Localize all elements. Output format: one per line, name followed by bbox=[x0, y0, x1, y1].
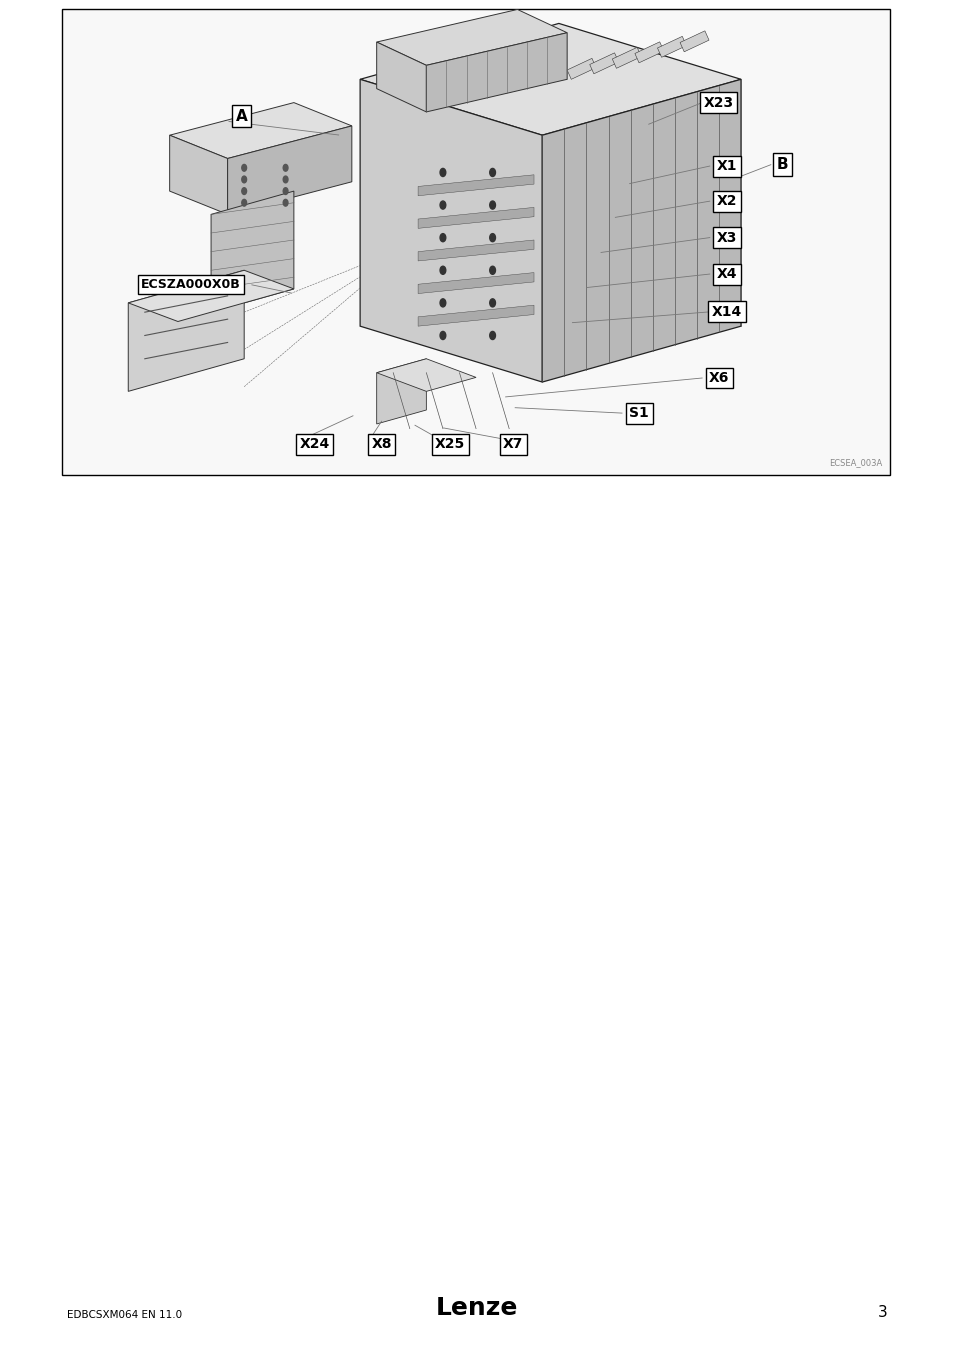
Circle shape bbox=[241, 188, 246, 194]
FancyBboxPatch shape bbox=[62, 9, 889, 475]
Polygon shape bbox=[211, 192, 294, 312]
Polygon shape bbox=[376, 359, 426, 424]
Circle shape bbox=[489, 201, 495, 209]
Polygon shape bbox=[170, 103, 352, 158]
Polygon shape bbox=[376, 359, 476, 392]
Text: X6: X6 bbox=[708, 371, 729, 385]
Polygon shape bbox=[417, 174, 534, 196]
Text: X24: X24 bbox=[299, 437, 330, 451]
Text: X25: X25 bbox=[435, 437, 465, 451]
Text: S1: S1 bbox=[629, 406, 648, 420]
Circle shape bbox=[241, 176, 246, 182]
Circle shape bbox=[241, 200, 246, 207]
Circle shape bbox=[439, 266, 445, 274]
Circle shape bbox=[439, 201, 445, 209]
Polygon shape bbox=[417, 240, 534, 261]
Circle shape bbox=[489, 266, 495, 274]
Circle shape bbox=[283, 200, 288, 207]
Text: Lenze: Lenze bbox=[436, 1296, 517, 1320]
Circle shape bbox=[439, 332, 445, 339]
Polygon shape bbox=[128, 270, 294, 321]
Polygon shape bbox=[589, 53, 618, 74]
Polygon shape bbox=[359, 23, 740, 135]
Polygon shape bbox=[612, 47, 640, 69]
Text: 3: 3 bbox=[877, 1305, 886, 1320]
Polygon shape bbox=[634, 42, 663, 63]
Text: EDBCSXM064 EN 11.0: EDBCSXM064 EN 11.0 bbox=[67, 1311, 182, 1320]
Polygon shape bbox=[170, 135, 228, 215]
Text: X8: X8 bbox=[371, 437, 392, 451]
Text: A: A bbox=[235, 108, 247, 124]
Circle shape bbox=[283, 165, 288, 171]
Polygon shape bbox=[566, 58, 596, 80]
Text: X1: X1 bbox=[716, 159, 737, 173]
Circle shape bbox=[489, 169, 495, 177]
Text: B: B bbox=[776, 157, 787, 173]
Polygon shape bbox=[359, 80, 541, 382]
Text: X4: X4 bbox=[716, 267, 737, 281]
Polygon shape bbox=[417, 208, 534, 228]
Circle shape bbox=[439, 298, 445, 306]
Text: X23: X23 bbox=[702, 96, 733, 109]
Polygon shape bbox=[228, 126, 352, 215]
Circle shape bbox=[439, 169, 445, 177]
Circle shape bbox=[489, 298, 495, 306]
Polygon shape bbox=[128, 270, 244, 391]
Text: X3: X3 bbox=[716, 231, 737, 244]
Polygon shape bbox=[679, 31, 708, 51]
Circle shape bbox=[241, 165, 246, 171]
Text: X7: X7 bbox=[502, 437, 523, 451]
Polygon shape bbox=[376, 42, 426, 112]
Circle shape bbox=[489, 234, 495, 242]
Polygon shape bbox=[376, 9, 566, 65]
Circle shape bbox=[489, 332, 495, 339]
Polygon shape bbox=[426, 32, 566, 112]
Text: ECSEA_003A: ECSEA_003A bbox=[828, 458, 882, 467]
Circle shape bbox=[283, 176, 288, 182]
Polygon shape bbox=[541, 80, 740, 382]
Circle shape bbox=[439, 234, 445, 242]
Polygon shape bbox=[417, 273, 534, 293]
Text: X14: X14 bbox=[711, 305, 741, 319]
Text: ECSZA000X0B: ECSZA000X0B bbox=[141, 278, 240, 292]
Text: X2: X2 bbox=[716, 194, 737, 208]
Circle shape bbox=[283, 188, 288, 194]
Polygon shape bbox=[417, 305, 534, 327]
Polygon shape bbox=[657, 36, 686, 57]
